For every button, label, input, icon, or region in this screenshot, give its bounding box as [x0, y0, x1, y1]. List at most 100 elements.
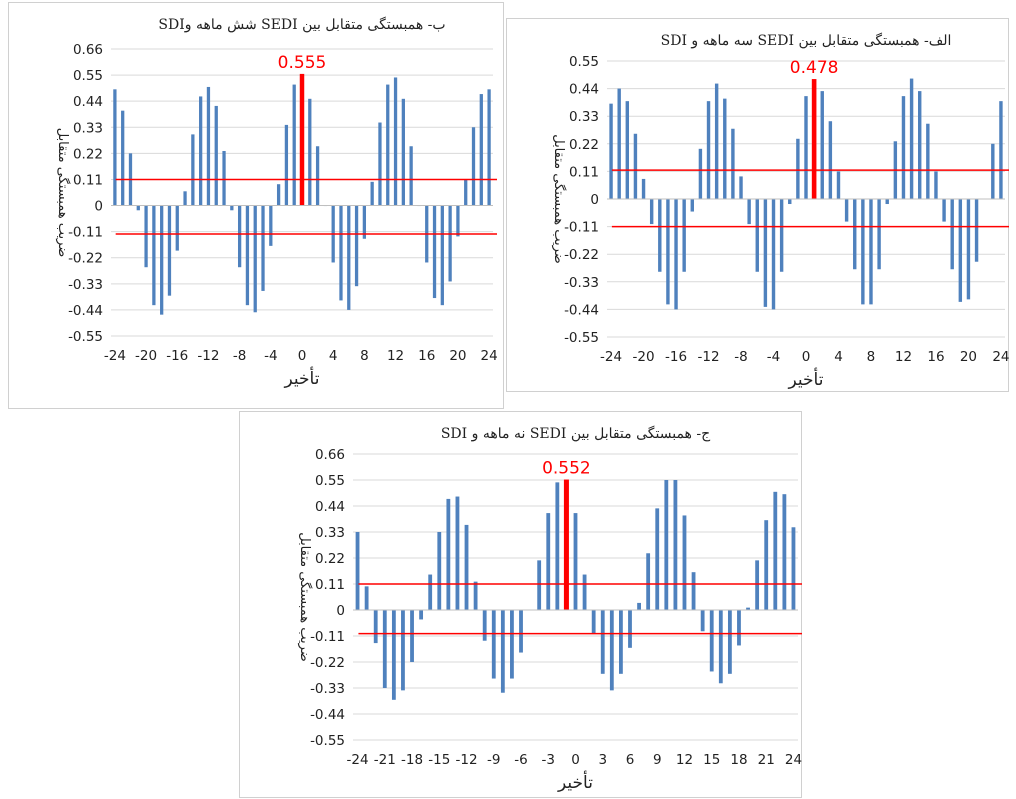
- y-tick-label: 0.44: [569, 82, 599, 98]
- x-tick-label: 16: [418, 348, 435, 364]
- data-bar: [355, 532, 360, 610]
- data-bar: [206, 86, 211, 206]
- chart-panel-c: ج- همبستگی متقابل بین SEDI نه ماهه و SDI…: [239, 411, 802, 798]
- x-tick-label: -6: [514, 752, 527, 768]
- x-tick-label: 20: [960, 349, 977, 365]
- x-tick-label: -20: [633, 349, 655, 365]
- x-tick-label: 4: [329, 348, 338, 364]
- data-bar: [966, 199, 971, 300]
- data-bar: [261, 205, 265, 291]
- data-bar: [491, 610, 496, 679]
- data-bar: [690, 199, 694, 212]
- y-tick-label: -0.11: [310, 629, 345, 645]
- peak-value-label: 0.478: [790, 58, 839, 78]
- data-bar: [386, 84, 390, 206]
- data-bar: [788, 199, 792, 205]
- data-bar: [746, 607, 750, 610]
- data-bar: [853, 199, 857, 270]
- data-bar: [401, 610, 405, 691]
- data-bar: [113, 89, 117, 206]
- data-bar: [737, 610, 741, 646]
- y-tick-label: -0.11: [68, 225, 103, 241]
- data-bar: [537, 560, 542, 610]
- peak-value-label: 0.552: [542, 459, 591, 479]
- y-axis-title: ضریب همبستگی متقابل: [55, 128, 71, 258]
- y-tick-label: 0.33: [73, 120, 103, 136]
- peak-bar: [299, 73, 305, 206]
- data-bar: [836, 171, 841, 199]
- data-bar: [464, 524, 469, 610]
- data-bar: [828, 121, 833, 199]
- y-tick-label: -0.55: [68, 329, 103, 345]
- data-bar: [378, 122, 382, 206]
- chart-title: الف- همبستگی متقابل بین SEDI سه ماهه و S…: [661, 32, 952, 49]
- chart-panel-b: ب- همبستگی متقابل بین SEDI شش ماهه وSDI 0…: [8, 2, 504, 409]
- x-tick-label: 16: [927, 349, 944, 365]
- data-bar: [691, 572, 696, 610]
- data-bar: [700, 610, 705, 632]
- x-tick-label: -24: [104, 348, 126, 364]
- data-bar: [658, 199, 662, 272]
- data-bar: [763, 199, 768, 307]
- data-bar: [354, 205, 359, 287]
- x-tick-label: -4: [264, 348, 277, 364]
- data-bar: [370, 181, 374, 206]
- data-bar: [625, 101, 630, 199]
- x-tick-label: 12: [895, 349, 912, 365]
- x-tick-label: -18: [401, 752, 423, 768]
- chart-panel-a: الف- همبستگی متقابل بین SEDI سه ماهه و S…: [506, 18, 1010, 392]
- y-tick-label: -0.22: [564, 247, 599, 263]
- y-tick-label: 0.44: [73, 94, 103, 110]
- y-tick-label: 0.44: [315, 499, 345, 515]
- y-tick-label: -0.55: [564, 330, 599, 346]
- data-bar: [373, 610, 378, 644]
- data-bar: [782, 494, 787, 610]
- x-tick-label: -12: [455, 752, 477, 768]
- data-bar: [437, 532, 442, 610]
- y-tick-label: 0.11: [569, 164, 599, 180]
- data-bar: [191, 134, 195, 206]
- data-bar: [755, 199, 759, 272]
- data-bar: [673, 480, 678, 610]
- data-bar: [999, 101, 1003, 199]
- y-tick-label: 0.33: [315, 525, 345, 541]
- x-tick-label: 0: [298, 348, 307, 364]
- data-bar: [456, 205, 460, 237]
- chart-svg: ب- همبستگی متقابل بین SEDI شش ماهه وSDI 0…: [55, 16, 498, 389]
- data-bar: [600, 610, 605, 674]
- y-tick-label: 0.11: [315, 577, 345, 593]
- data-bar: [666, 199, 670, 305]
- x-tick-label: 20: [449, 348, 466, 364]
- data-bar: [682, 199, 686, 272]
- y-tick-label: -0.44: [564, 302, 599, 318]
- data-bar: [167, 205, 172, 296]
- y-tick-label: -0.33: [564, 275, 599, 291]
- x-axis-title: تأخیر: [788, 367, 824, 390]
- data-bar: [796, 138, 800, 199]
- data-bar: [723, 98, 727, 199]
- data-bar: [747, 199, 751, 225]
- data-bar: [950, 199, 954, 270]
- data-bar: [934, 171, 938, 199]
- data-bar: [315, 146, 320, 206]
- x-tick-label: 8: [360, 348, 369, 364]
- data-bar: [245, 205, 250, 306]
- data-bar: [820, 91, 824, 199]
- x-tick-label: 21: [758, 752, 775, 768]
- data-bar: [664, 480, 669, 610]
- x-tick-label: -24: [347, 752, 369, 768]
- data-bar: [709, 610, 714, 672]
- y-tick-label: 0.55: [315, 473, 345, 489]
- x-tick-label: -15: [428, 752, 450, 768]
- data-bar: [573, 513, 578, 610]
- x-tick-label: -24: [600, 349, 622, 365]
- data-bar: [714, 83, 719, 199]
- data-bar: [471, 127, 476, 206]
- data-bar: [901, 96, 906, 199]
- x-tick-label: 0: [571, 752, 580, 768]
- peak-bar: [563, 479, 569, 610]
- data-bar: [698, 148, 703, 199]
- data-bar: [364, 586, 369, 610]
- data-bar: [284, 124, 289, 206]
- data-bar: [727, 610, 732, 674]
